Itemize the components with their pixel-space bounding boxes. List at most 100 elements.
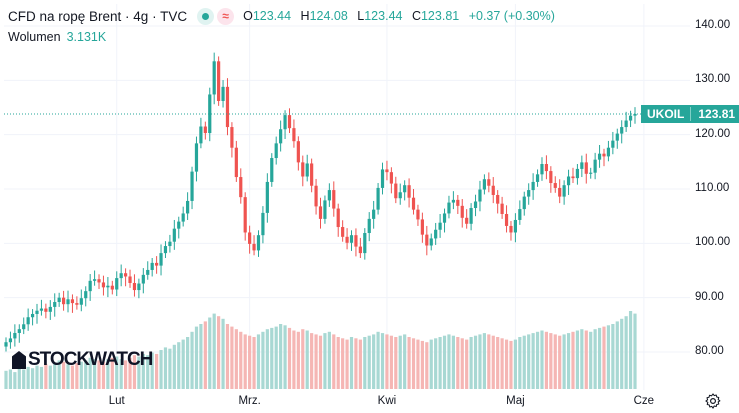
volume-bar [146,355,150,389]
volume-bar [549,333,553,389]
candle [323,200,327,219]
candle [553,183,557,188]
volume-bar [496,337,500,389]
candle [234,147,238,178]
candle [66,299,70,305]
volume-value: 3.131K [66,30,107,44]
volume-bar [332,334,336,389]
logo-mark-icon [12,351,26,369]
volume-bar [447,334,451,389]
volume-bar [141,353,145,389]
candle [181,213,185,222]
volume-bar [403,334,407,389]
candle [327,190,331,201]
volume-bar [566,333,571,389]
candle [434,229,438,239]
legend-toggles[interactable]: ≈ [197,7,235,25]
candle [177,221,181,229]
volume-bar [261,331,265,389]
volume-bar [562,334,566,389]
candle [522,196,526,210]
volume-bar [70,365,75,389]
volume-bar [407,337,411,389]
volume-bar [345,339,349,389]
volume-bar [53,363,57,389]
candle [500,203,504,214]
compare-icon[interactable]: ≈ [217,7,235,25]
candle [79,298,83,305]
volume-bar [225,324,230,389]
candle [314,185,318,207]
candle [88,280,92,292]
high-key: H [300,9,310,23]
volume-bar [465,339,469,389]
volume-bar [279,324,283,389]
volume-bar [385,334,389,389]
candle [305,163,309,177]
volume-bar [101,361,106,389]
candle [123,273,128,277]
gear-icon[interactable] [704,392,722,410]
candle [527,190,531,197]
volume-bar [363,337,367,389]
candle [571,176,575,179]
candle [61,297,66,305]
open-key: O [243,9,253,23]
candle [132,282,137,291]
candle [208,94,212,134]
volume-bar [172,344,176,389]
volume-bar [8,369,13,389]
candle [332,190,336,209]
candle [256,235,261,251]
candle [380,169,385,188]
candle [562,185,566,197]
candle [367,218,371,234]
open-value: 123.44 [252,9,292,23]
candle [115,278,119,290]
candle [44,308,48,312]
volume-bar [336,337,340,389]
candle [30,313,35,318]
volume-bar [137,356,141,389]
volume-bar [606,325,611,389]
price-label-value: 123.81 [698,106,736,121]
volume-bar [394,337,398,389]
volume-bar [318,335,323,389]
candle [141,274,145,284]
price-tick-label: 110.00 [695,182,730,194]
candle [509,225,513,233]
volume-bar [48,365,52,389]
candle [628,115,633,121]
candle [119,273,123,279]
candle [540,164,544,175]
candle [190,171,194,201]
volume-bar [4,370,8,389]
market-status-icon[interactable] [197,7,215,25]
volume-bar [221,318,225,389]
candle [336,208,340,228]
volume-bar [181,339,185,389]
volume-bar [22,369,26,389]
candle [416,209,420,220]
candle [411,197,416,210]
volume-bar [208,317,212,389]
candle [518,209,522,220]
candle [345,236,349,243]
candle [491,185,495,195]
volume-bar [88,357,92,389]
volume-bar [168,348,172,389]
chart-legend: CFD na ropę Brent · 4g · TVC ≈ O123.44 H… [8,6,561,26]
candle [110,285,114,290]
candle [146,269,150,275]
ohlc-values: O123.44 H124.08 L123.44 C123.81 +0.37 (+… [243,9,561,23]
volume-bar [84,360,88,389]
volume-bar [163,347,168,389]
candle [212,61,216,95]
candle [385,169,389,173]
candle [580,162,584,169]
volume-bar [119,359,123,389]
volume-bar [491,335,495,389]
volume-bar [420,340,424,389]
